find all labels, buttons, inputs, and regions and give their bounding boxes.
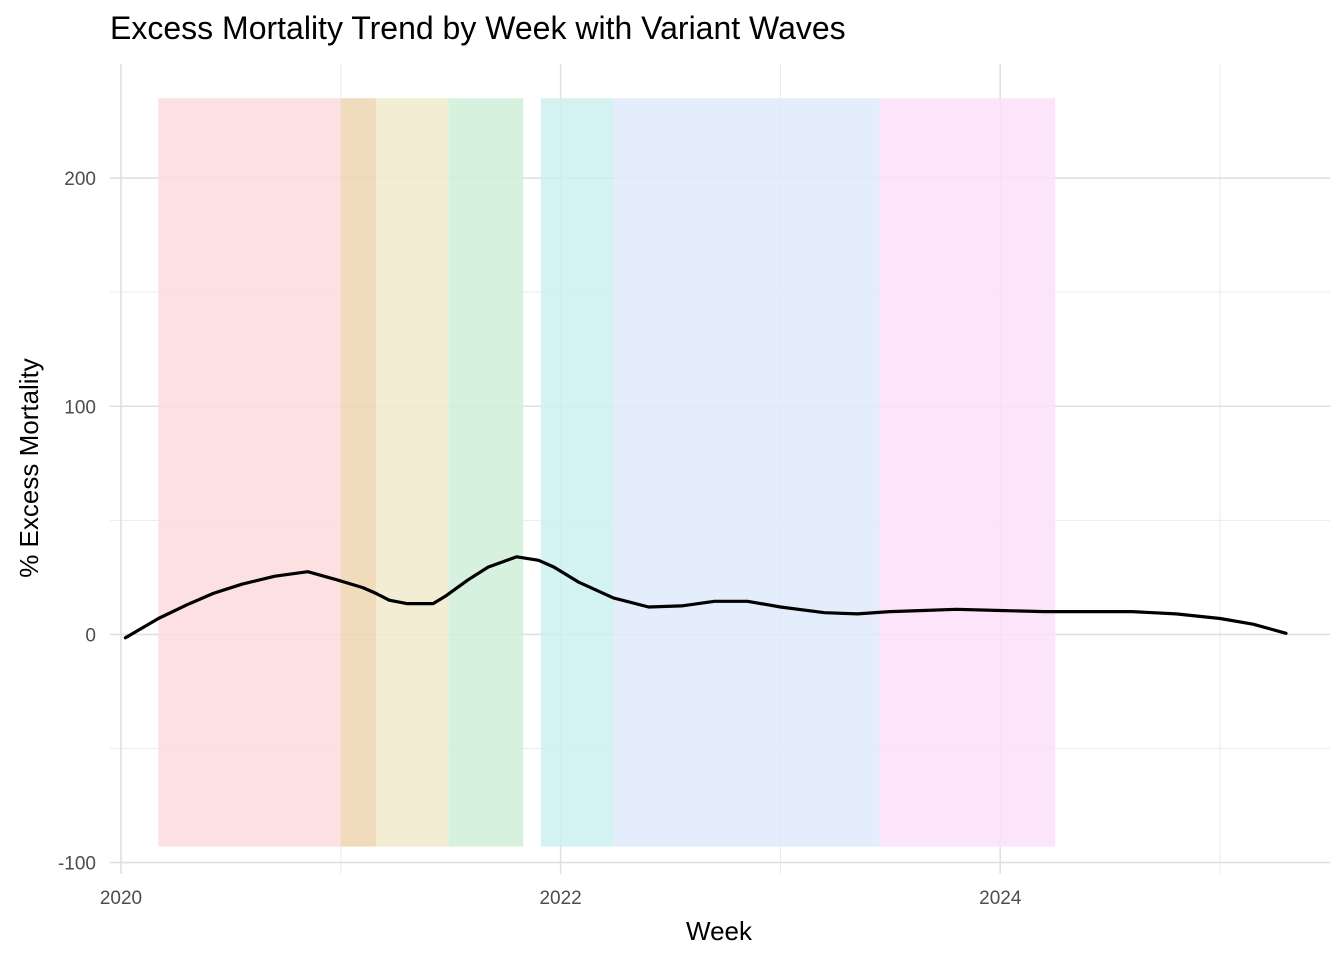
x-tick-labels: 2020 2022 2024 — [100, 888, 1022, 909]
chart-title: Excess Mortality Trend by Week with Vari… — [110, 10, 846, 46]
variant-wave-band — [340, 98, 376, 847]
x-tick-label: 2020 — [100, 888, 142, 909]
x-axis-title: Week — [686, 916, 753, 946]
variant-wave-band — [613, 98, 880, 847]
y-tick-label: -100 — [58, 854, 96, 875]
y-axis-title: % Excess Mortality — [14, 358, 44, 578]
variant-wave-band — [540, 98, 614, 847]
variant-wave-bands — [158, 98, 1056, 847]
variant-wave-band — [879, 98, 1056, 847]
series-lines — [123, 555, 1288, 640]
y-tick-label: 200 — [64, 169, 96, 190]
x-tick-label: 2024 — [979, 888, 1022, 909]
excess-mortality-line — [123, 555, 1288, 640]
x-tick-label: 2022 — [539, 888, 581, 909]
variant-wave-band — [375, 98, 449, 847]
variant-wave-band — [448, 98, 524, 847]
y-tick-label: 100 — [64, 397, 96, 418]
y-tick-labels: -100 0 100 200 — [58, 169, 96, 875]
variant-wave-band — [158, 98, 341, 847]
y-tick-label: 0 — [85, 625, 96, 646]
